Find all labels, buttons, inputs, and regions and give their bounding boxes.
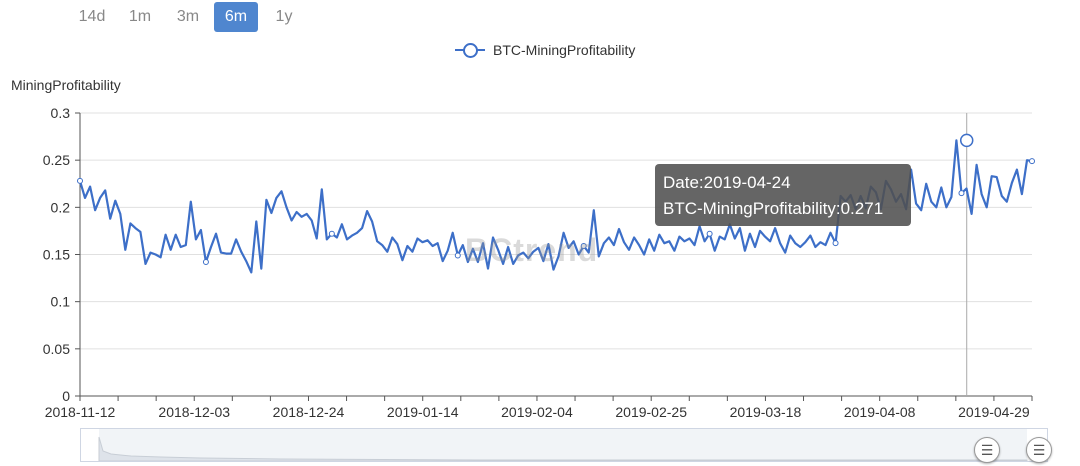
zoom-slider[interactable]: ☰ ☰ — [80, 428, 1052, 463]
x-tick-label: 2019-02-25 — [615, 404, 687, 420]
x-tick-label: 2019-04-29 — [958, 404, 1030, 420]
range-button-3m[interactable]: 3m — [176, 8, 200, 25]
legend-label: BTC-MiningProfitability — [493, 42, 636, 58]
x-tick-label: 2019-01-14 — [387, 404, 459, 420]
zoom-handle-left-icon[interactable]: ☰ — [974, 437, 1000, 463]
data-point — [454, 252, 461, 259]
y-tick-label: 0 — [62, 388, 70, 404]
y-tick-label: 0.1 — [51, 294, 71, 310]
x-tick-label: 2019-03-18 — [730, 404, 802, 420]
tooltip-date: Date:2019-04-24 — [663, 173, 791, 192]
range-button-6m[interactable]: 6m — [214, 2, 258, 32]
tooltip-value: BTC-MiningProfitability:0.271 — [663, 199, 884, 218]
watermark-logo: BCtrend — [465, 232, 599, 268]
x-tick-label: 2019-02-04 — [501, 404, 573, 420]
x-tick-label: 2018-12-24 — [273, 404, 345, 420]
y-axis-title: MiningProfitability — [11, 77, 121, 93]
x-tick-label: 2018-11-12 — [45, 404, 116, 420]
time-range-selector: 14d 1m 3m 6m 1y — [70, 2, 306, 34]
y-tick-label: 0.2 — [51, 199, 71, 215]
data-point — [328, 230, 335, 237]
data-point — [580, 243, 587, 250]
range-button-14d[interactable]: 14d — [78, 8, 106, 25]
range-button-1y[interactable]: 1y — [275, 8, 293, 25]
y-tick-label: 0.05 — [43, 341, 70, 357]
data-tooltip: Date:2019-04-24 BTC-MiningProfitability:… — [655, 164, 911, 226]
data-point — [832, 240, 839, 247]
zoom-selection-window[interactable] — [99, 429, 1027, 461]
data-point — [1029, 158, 1035, 165]
zoom-handle-right-icon[interactable]: ☰ — [1026, 437, 1052, 463]
chart-legend[interactable]: BTC-MiningProfitability — [455, 42, 635, 58]
y-tick-label: 0.15 — [43, 247, 70, 263]
y-tick-label: 0.25 — [43, 152, 70, 168]
x-tick-label: 2019-04-08 — [844, 404, 916, 420]
data-point — [706, 230, 713, 237]
legend-circle-line-icon — [455, 42, 485, 58]
data-point — [958, 190, 965, 197]
range-button-1m[interactable]: 1m — [128, 8, 152, 25]
x-tick-label: 2018-12-03 — [158, 404, 230, 420]
y-tick-label: 0.3 — [51, 105, 71, 121]
highlighted-data-point — [959, 133, 974, 148]
zoom-preview-sparkline — [98, 436, 1028, 461]
data-point — [202, 259, 209, 266]
data-point — [77, 177, 83, 184]
